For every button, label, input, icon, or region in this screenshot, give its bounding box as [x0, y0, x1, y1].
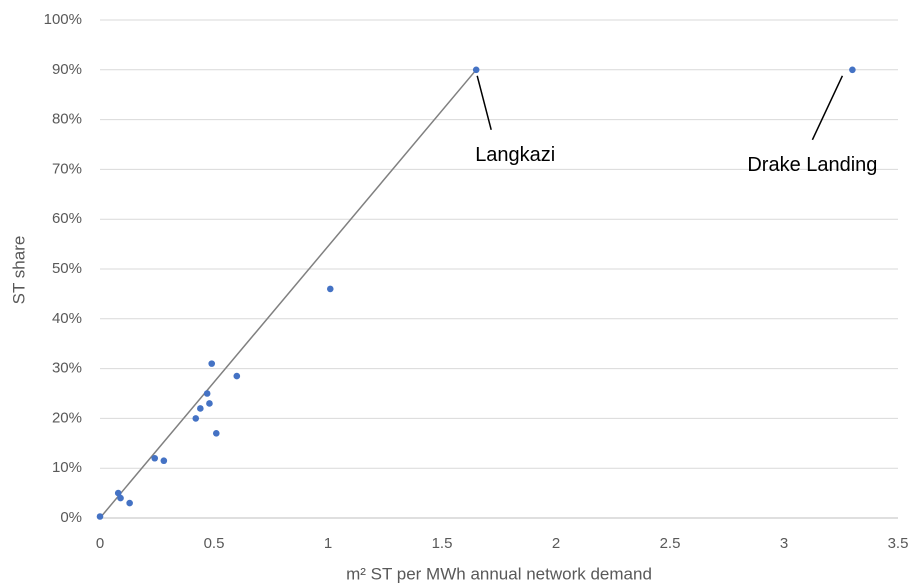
y-tick-label: 20%	[52, 409, 82, 426]
point	[96, 513, 104, 520]
y-tick-label: 40%	[52, 310, 82, 327]
x-tick-label: 0	[96, 535, 104, 552]
trendline	[99, 69, 477, 519]
point	[126, 499, 133, 507]
point	[151, 454, 159, 462]
y-tick-label: 90%	[52, 61, 82, 78]
y-tick-label: 30%	[52, 360, 82, 377]
y-tick-label: 0%	[60, 509, 82, 526]
y-tick-label: 10%	[52, 459, 82, 476]
annotation: Langkazi	[475, 144, 555, 166]
x-tick-label: 1	[324, 535, 332, 552]
point	[472, 66, 480, 74]
y-tick-label: 50%	[52, 260, 82, 277]
annotation: Drake Landing	[747, 154, 877, 176]
point	[326, 285, 334, 293]
point	[117, 494, 124, 502]
annotation-leader	[811, 75, 844, 141]
point	[208, 360, 216, 367]
point	[206, 400, 213, 407]
y-tick-label: 100%	[44, 11, 82, 28]
point	[233, 372, 241, 380]
point	[849, 66, 856, 74]
y-tick-label: 70%	[52, 160, 82, 177]
x-tick-label: 2.5	[660, 535, 681, 552]
x-tick-label: 3.5	[888, 535, 909, 552]
y-tick-label: 80%	[52, 111, 82, 128]
point	[203, 390, 211, 397]
point	[212, 430, 220, 437]
x-tick-label: 2	[552, 535, 560, 552]
x-axis-title: m² ST per MWh annual network demand	[346, 564, 652, 583]
point	[192, 415, 200, 422]
y-tick-label: 60%	[52, 210, 82, 227]
point	[160, 457, 168, 465]
x-tick-label: 3	[780, 535, 788, 552]
annotation-leader	[476, 75, 492, 130]
y-axis-title: ST share	[9, 236, 28, 305]
x-tick-label: 1.5	[432, 535, 453, 552]
point	[114, 489, 122, 497]
x-tick-label: 0.5	[204, 535, 225, 552]
point	[197, 405, 204, 412]
